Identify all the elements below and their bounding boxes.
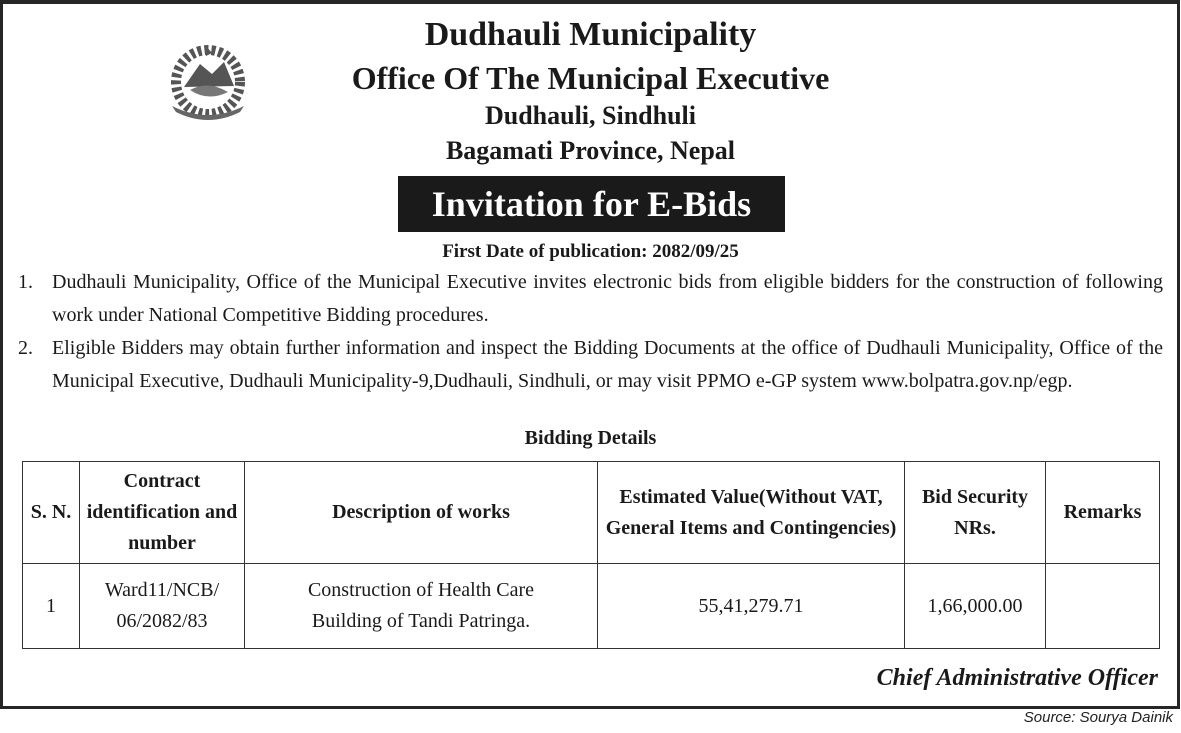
table-header-row: S. N. Contract identification and number… — [22, 461, 1160, 564]
paragraph-text: Dudhauli Municipality, Office of the Mun… — [52, 271, 1163, 326]
header-description: Description of works — [244, 461, 598, 564]
header-remarks: Remarks — [1045, 461, 1160, 564]
org-name: Dudhauli Municipality — [424, 16, 757, 53]
table-row: 1 Ward11/NCB/ 06/2082/83 Construction of… — [22, 563, 1160, 649]
header-contract: Contract identification and number — [79, 461, 245, 564]
table-title: Bidding Details — [524, 427, 657, 449]
paragraph-number: 2. — [18, 337, 33, 359]
cell-bid-security: 1,66,000.00 — [904, 563, 1046, 649]
cell-description: Construction of Health Care Building of … — [244, 563, 598, 649]
header-bid-security: Bid Security NRs. — [904, 461, 1046, 564]
cell-remarks — [1045, 563, 1160, 649]
header-sn: S. N. — [22, 461, 80, 564]
notice-title: Invitation for E-Bids — [398, 176, 785, 232]
bidding-table: S. N. Contract identification and number… — [22, 461, 1160, 649]
signature: Chief Administrative Officer — [876, 665, 1158, 691]
header-estimated-value: Estimated Value(Without VAT, General Ite… — [597, 461, 905, 564]
paragraph-1: 1. Dudhauli Municipality, Office of the M… — [18, 266, 1163, 332]
notice-frame — [0, 0, 1180, 709]
cell-contract: Ward11/NCB/ 06/2082/83 — [79, 563, 245, 649]
paragraph-2: 2. Eligible Bidders may obtain further in… — [18, 332, 1163, 398]
paragraph-text: Eligible Bidders may obtain further info… — [52, 337, 1163, 392]
nepal-emblem-icon — [171, 45, 245, 120]
publication-date: First Date of publication: 2082/09/25 — [442, 241, 739, 262]
paragraph-number: 1. — [18, 271, 33, 293]
cell-sn: 1 — [22, 563, 80, 649]
location: Dudhauli, Sindhuli — [484, 101, 697, 130]
office-name: Office Of The Municipal Executive — [351, 60, 830, 96]
province: Bagamati Province, Nepal — [445, 136, 736, 165]
source-credit: Source: Sourya Dainik — [1023, 709, 1173, 726]
cell-estimated-value: 55,41,279.71 — [597, 563, 905, 649]
